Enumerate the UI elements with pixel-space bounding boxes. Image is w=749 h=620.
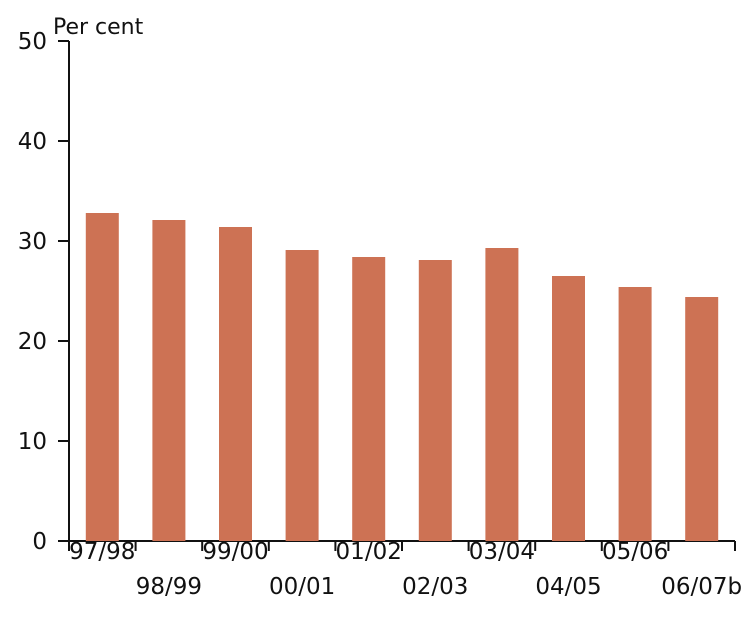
x-tick-label-04/05: 04/05 xyxy=(535,574,601,600)
x-tick-label-02/03: 02/03 xyxy=(402,574,468,600)
x-tick-label-99/00: 99/00 xyxy=(202,539,268,565)
bar-06/07b xyxy=(685,297,719,541)
y-tick-label-20: 20 xyxy=(18,329,47,355)
x-tick-label-01/02: 01/02 xyxy=(336,539,402,565)
bar-02/03 xyxy=(418,260,452,541)
y-tick-label-40: 40 xyxy=(18,129,47,155)
x-tick-label-03/04: 03/04 xyxy=(469,539,535,565)
bar-99/00 xyxy=(219,227,252,541)
bar-01/02 xyxy=(352,257,386,541)
y-tick-label-50: 50 xyxy=(18,29,47,55)
x-tick-label-97/98: 97/98 xyxy=(69,539,135,565)
x-tick-label-00/01: 00/01 xyxy=(269,574,335,600)
x-tick-label-98/99: 98/99 xyxy=(136,574,202,600)
y-axis-label: Per cent xyxy=(53,15,144,40)
bars-group xyxy=(85,213,719,541)
y-tick-label-10: 10 xyxy=(18,429,47,455)
bar-97/98 xyxy=(85,213,119,541)
bar-03/04 xyxy=(485,248,519,541)
x-tick-label-05/06: 05/06 xyxy=(602,539,668,565)
x-ticks: 97/9898/9999/0000/0101/0202/0303/0404/05… xyxy=(68,539,742,600)
bar-05/06 xyxy=(618,287,652,541)
y-tick-label-0: 0 xyxy=(32,529,47,555)
bar-98/99 xyxy=(152,220,186,541)
bar-04/05 xyxy=(552,276,585,541)
x-tick-label-06/07b: 06/07b xyxy=(661,574,742,600)
y-ticks: 0 10 20 30 40 50 xyxy=(18,29,69,555)
bar-00/01 xyxy=(285,250,319,541)
y-tick-label-30: 30 xyxy=(18,229,47,255)
